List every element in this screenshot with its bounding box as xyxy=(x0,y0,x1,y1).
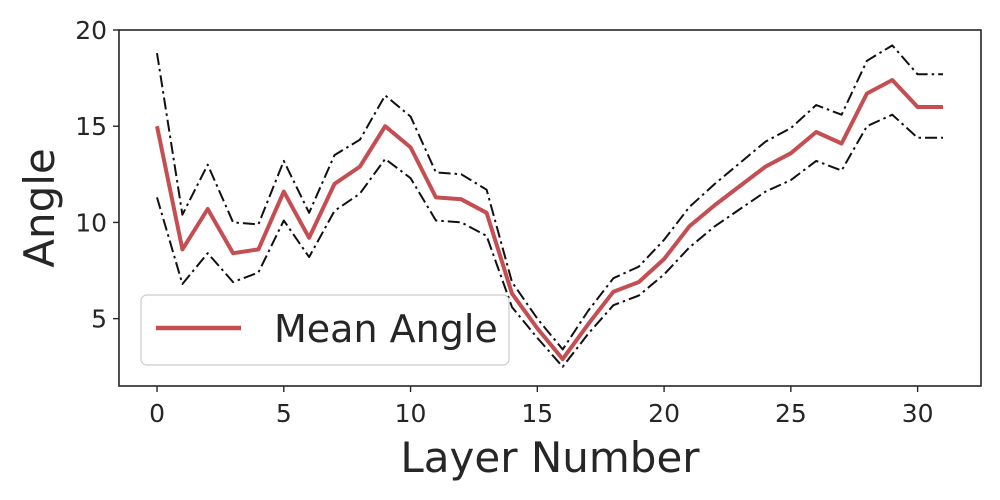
series-line-lower-bound xyxy=(156,113,943,368)
y-tick-label: 5 xyxy=(91,305,107,334)
y-tick-label: 15 xyxy=(75,112,107,141)
x-tick-label: 25 xyxy=(775,399,807,428)
legend: Mean Angle xyxy=(140,294,510,366)
y-axis-ticks: 5 10 15 20 xyxy=(75,16,119,334)
x-tick-label: 0 xyxy=(149,399,165,428)
plot-lines xyxy=(155,44,943,368)
plot-frame xyxy=(118,29,982,387)
x-tick-label: 20 xyxy=(648,399,680,428)
series-line-upper-bound xyxy=(156,44,943,351)
x-axis-title: Layer Number xyxy=(400,433,700,482)
legend-label-mean-angle: Mean Angle xyxy=(274,307,498,351)
y-tick-label: 10 xyxy=(75,208,107,237)
x-tick-label: 30 xyxy=(902,399,934,428)
y-tick-label: 20 xyxy=(75,16,107,45)
legend-box xyxy=(140,294,510,366)
series-line-mean-angle xyxy=(155,78,943,362)
x-axis-ticks: 0 5 10 15 20 25 30 xyxy=(149,386,934,428)
x-tick-label: 15 xyxy=(521,399,553,428)
x-tick-label: 5 xyxy=(276,399,292,428)
y-axis-title: Angle xyxy=(15,148,64,268)
x-tick-label: 10 xyxy=(395,399,427,428)
